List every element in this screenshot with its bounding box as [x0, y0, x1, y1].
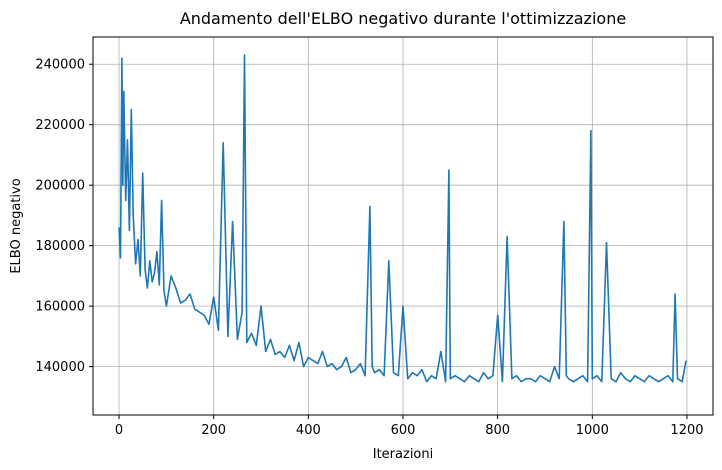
y-tick-label: 200000 [35, 179, 85, 194]
x-tick-label: 1200 [670, 423, 703, 438]
x-tick-label: 1000 [576, 423, 609, 438]
x-axis-label: Iterazioni [373, 447, 433, 462]
grid [93, 37, 713, 415]
series-line [118, 54, 687, 383]
y-axis-label: ELBO negativo [9, 178, 24, 273]
x-tick-label: 400 [296, 423, 321, 438]
y-axis: 140000 160000 180000 200000 220000 240000 [35, 58, 93, 375]
x-tick-label: 600 [391, 423, 416, 438]
x-tick-label: 0 [115, 423, 123, 438]
x-tick-label: 800 [485, 423, 510, 438]
x-axis: 0 200 400 600 800 1000 1200 [115, 415, 704, 438]
chart-title: Andamento dell'ELBO negativo durante l'o… [180, 9, 626, 28]
y-tick-label: 240000 [35, 58, 85, 73]
plot-line [118, 54, 687, 383]
y-tick-label: 140000 [35, 360, 85, 375]
x-tick-label: 200 [201, 423, 226, 438]
y-tick-label: 160000 [35, 300, 85, 315]
y-tick-label: 220000 [35, 118, 85, 133]
y-tick-label: 180000 [35, 239, 85, 254]
